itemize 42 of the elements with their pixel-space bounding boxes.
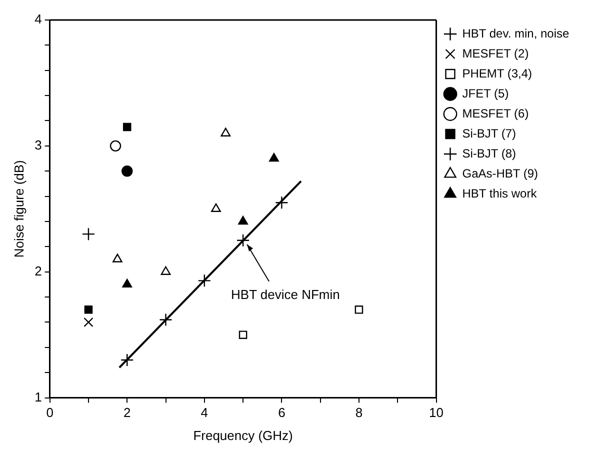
- point: [120, 353, 134, 367]
- point: [269, 152, 279, 162]
- x-axis-title: Frequency (GHz): [193, 428, 293, 443]
- point: [220, 128, 231, 136]
- point: [236, 234, 250, 247]
- point: [354, 306, 364, 314]
- x-tick-label: 6: [278, 405, 286, 420]
- point: [82, 227, 96, 241]
- point: [275, 196, 288, 210]
- point: [84, 317, 94, 328]
- legend-label: MESFET (2): [462, 46, 529, 60]
- point: [122, 278, 132, 288]
- legend-label: HBT dev. min, noise: [462, 26, 570, 40]
- y-tick-label: 4: [34, 12, 42, 27]
- y-tick-label: 1: [34, 389, 42, 404]
- legend-label: Si-BJT (7): [462, 126, 516, 140]
- x-tick-label: 8: [355, 405, 363, 420]
- point: [159, 313, 172, 326]
- point: [238, 330, 248, 339]
- x-tick-label: 4: [200, 405, 208, 420]
- y-axis-title: Noise figure (dB): [11, 160, 26, 258]
- legend-label: PHEMT (3,4): [462, 66, 532, 80]
- point: [110, 140, 122, 152]
- legend-label: MESFET (6): [462, 106, 529, 120]
- legend-label: Si-BJT (8): [462, 146, 516, 160]
- legend-label: HBT this work: [462, 186, 538, 200]
- point: [122, 122, 132, 132]
- x-tick-label: 0: [46, 405, 54, 420]
- point: [84, 306, 93, 314]
- legend-label: GaAs-HBT (9): [462, 166, 538, 180]
- point: [211, 203, 221, 212]
- y-tick-label: 2: [34, 263, 42, 278]
- x-tick-label: 2: [123, 405, 131, 420]
- legend-label: JFET (5): [462, 86, 509, 100]
- x-tick-label: 10: [429, 405, 444, 420]
- point: [198, 274, 211, 288]
- point: [160, 266, 171, 275]
- point: [238, 216, 248, 225]
- point: [112, 254, 122, 262]
- point: [122, 166, 133, 177]
- annotation: HBT device NFmin: [231, 286, 340, 302]
- y-tick-label: 3: [34, 138, 42, 153]
